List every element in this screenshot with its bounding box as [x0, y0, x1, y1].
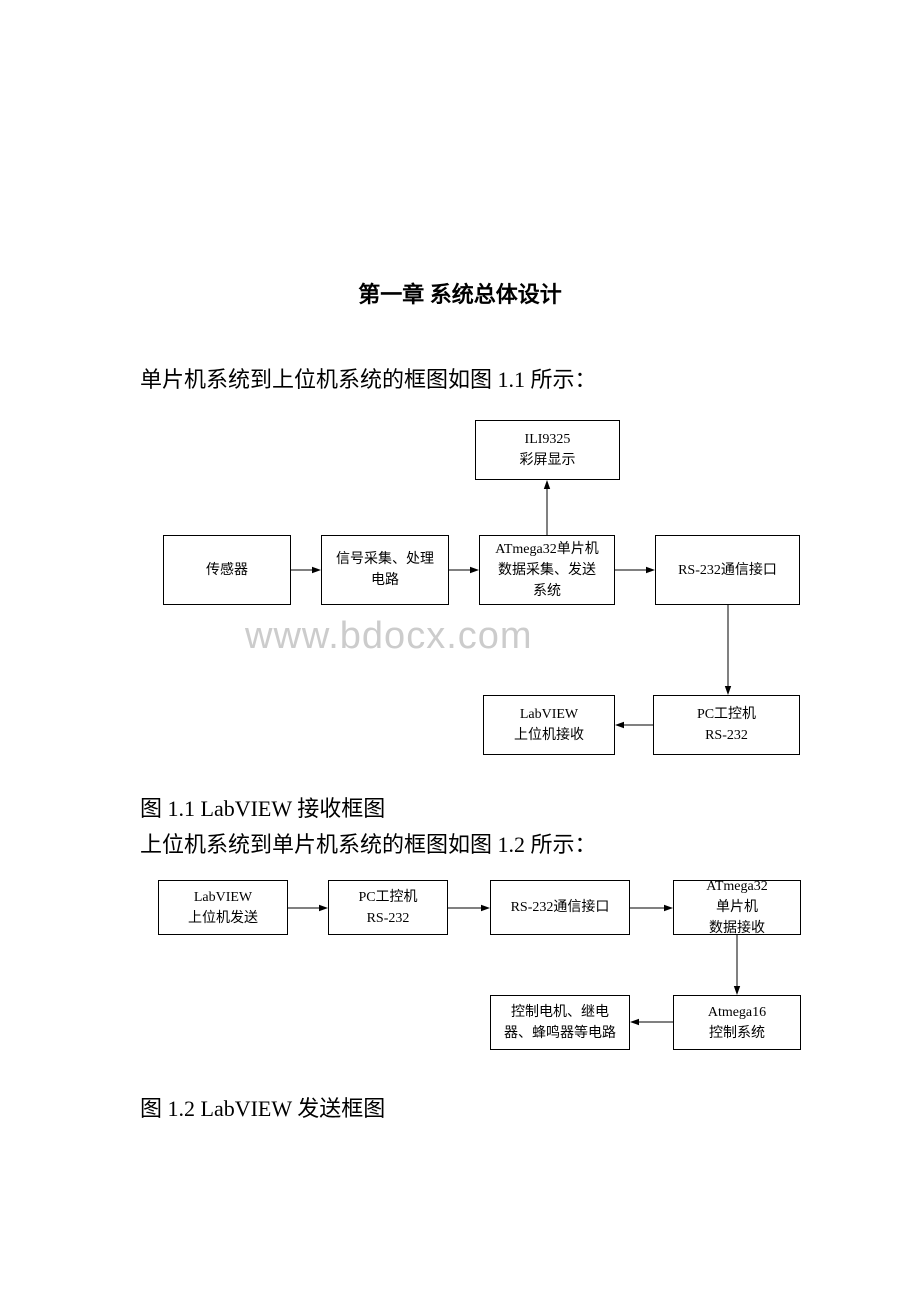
diagram-2: LabVIEW 上位机发送 PC工控机 RS-232 RS-232通信接口 AT…	[140, 870, 840, 1080]
node-sensor: 传感器	[163, 535, 291, 605]
caption-1: 图 1.1 LabVIEW 接收框图	[140, 794, 385, 825]
node-rs232-2: RS-232通信接口	[490, 880, 630, 935]
caption-2: 图 1.2 LabVIEW 发送框图	[140, 1094, 385, 1125]
node-signal: 信号采集、处理 电路	[321, 535, 449, 605]
node-labview2: LabVIEW 上位机发送	[158, 880, 288, 935]
node-pc2: PC工控机 RS-232	[328, 880, 448, 935]
node-ctrl: 控制电机、继电 器、蜂鸣器等电路	[490, 995, 630, 1050]
chapter-title: 第一章 系统总体设计	[0, 277, 920, 309]
intro-text-1: 单片机系统到上位机系统的框图如图 1.1 所示：	[140, 365, 597, 396]
node-display: ILI9325 彩屏显示	[475, 420, 620, 480]
intro-text-2: 上位机系统到单片机系统的框图如图 1.2 所示：	[140, 830, 597, 861]
diagram-1: ILI9325 彩屏显示 传感器 信号采集、处理 电路 ATmega32单片机 …	[140, 410, 840, 780]
node-mcu: ATmega32单片机 数据采集、发送 系统	[479, 535, 615, 605]
node-labview1: LabVIEW 上位机接收	[483, 695, 615, 755]
node-mega16: Atmega16 控制系统	[673, 995, 801, 1050]
node-rs232-1: RS-232通信接口	[655, 535, 800, 605]
node-mcu2: ATmega32 单片机 数据接收	[673, 880, 801, 935]
node-pc1: PC工控机 RS-232	[653, 695, 800, 755]
